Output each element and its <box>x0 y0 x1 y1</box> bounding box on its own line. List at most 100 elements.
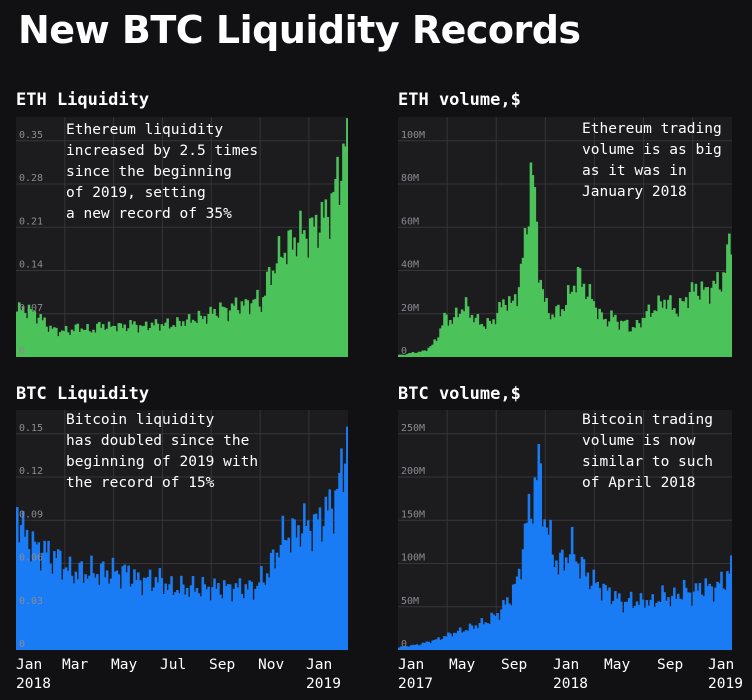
area-bar <box>195 322 199 357</box>
area-bar <box>684 297 688 357</box>
area-bar <box>29 309 33 357</box>
area-bar <box>49 325 52 357</box>
area-bar <box>90 555 93 650</box>
area-bar <box>197 593 201 650</box>
area-bar <box>281 515 285 650</box>
area-bar <box>293 237 296 357</box>
area-bar <box>413 353 417 357</box>
area-bar <box>458 313 462 357</box>
area-bar <box>45 326 48 357</box>
area-bar <box>417 645 421 650</box>
area-bar <box>180 326 183 357</box>
area-bar <box>133 321 136 357</box>
area-bar <box>39 570 42 650</box>
area-bar <box>21 306 25 357</box>
area-bar <box>515 306 519 357</box>
area-bar <box>671 595 674 650</box>
area-bar <box>328 489 332 650</box>
area-bar <box>714 587 717 650</box>
area-bar <box>545 527 548 650</box>
area-bar <box>205 589 208 650</box>
area-bar <box>572 554 576 650</box>
area-bar <box>162 593 166 650</box>
area-bar <box>99 563 103 650</box>
area-bar <box>217 583 220 650</box>
area-bar <box>324 496 328 650</box>
area-bar <box>568 293 572 357</box>
area-bar <box>176 317 179 357</box>
area-bar <box>596 581 599 650</box>
annotation-line: a new record of 35% <box>66 206 232 222</box>
area-bar <box>696 590 700 650</box>
area-bar <box>187 596 191 650</box>
area-bar <box>209 600 212 650</box>
area-bar <box>500 307 503 357</box>
area-bar <box>710 287 713 357</box>
area-bar <box>594 307 598 357</box>
area-bar <box>86 323 89 357</box>
area-bar <box>160 578 164 650</box>
area-bar <box>156 582 160 650</box>
area-bar <box>344 146 347 357</box>
y-tick-label: 200M <box>401 466 425 477</box>
area-bar <box>445 314 448 357</box>
area-bar <box>41 552 44 650</box>
area-bar <box>720 291 723 357</box>
area-bar <box>651 594 655 650</box>
area-bar <box>618 329 621 357</box>
area-bar <box>435 639 438 650</box>
area-bar <box>199 596 203 650</box>
area-bar <box>399 354 403 357</box>
area-bar <box>710 586 713 650</box>
area-bar <box>250 303 253 357</box>
area-bar <box>127 565 130 650</box>
area-bar <box>164 322 167 357</box>
x-tick-label: Jan 2019 <box>708 657 743 692</box>
area-bar <box>443 312 446 357</box>
area-bar <box>612 600 615 650</box>
area-bar <box>336 156 339 357</box>
area-bar <box>696 295 700 357</box>
btc_liquidity-series <box>16 426 348 650</box>
area-bar <box>401 354 405 357</box>
area-bar <box>653 607 656 650</box>
area-bar <box>600 312 603 357</box>
area-bar <box>17 302 21 357</box>
area-bar <box>559 552 562 650</box>
area-bar <box>310 551 314 650</box>
area-bar <box>191 576 195 650</box>
area-bar <box>641 317 645 357</box>
area-bar <box>437 637 440 650</box>
area-bar <box>305 238 308 357</box>
area-bar <box>716 272 719 357</box>
area-bar <box>70 575 74 650</box>
area-bar <box>103 329 107 357</box>
area-bar <box>72 331 76 357</box>
x-tick-label: May <box>604 657 631 673</box>
area-bar <box>287 537 291 650</box>
area-bar <box>342 492 345 650</box>
area-bar <box>326 510 330 650</box>
area-bar <box>244 584 248 650</box>
x-tick-label: May <box>111 657 138 673</box>
area-bar <box>649 599 653 650</box>
area-bar <box>629 591 633 650</box>
area-bar <box>234 583 238 650</box>
area-bar <box>570 526 574 650</box>
area-bar <box>480 618 484 650</box>
area-bar <box>318 507 322 650</box>
area-bar <box>578 578 582 650</box>
area-bar <box>449 320 452 357</box>
area-bar <box>694 583 698 650</box>
area-bar <box>504 604 507 650</box>
area-bar <box>716 581 719 650</box>
area-bar <box>185 588 189 650</box>
area-bar <box>535 221 539 357</box>
area-bar <box>537 282 541 357</box>
area-bar <box>586 296 590 357</box>
area-bar <box>80 328 83 357</box>
area-bar <box>193 321 197 357</box>
area-bar <box>682 579 686 650</box>
area-bar <box>439 328 442 357</box>
area-bar <box>238 313 242 357</box>
